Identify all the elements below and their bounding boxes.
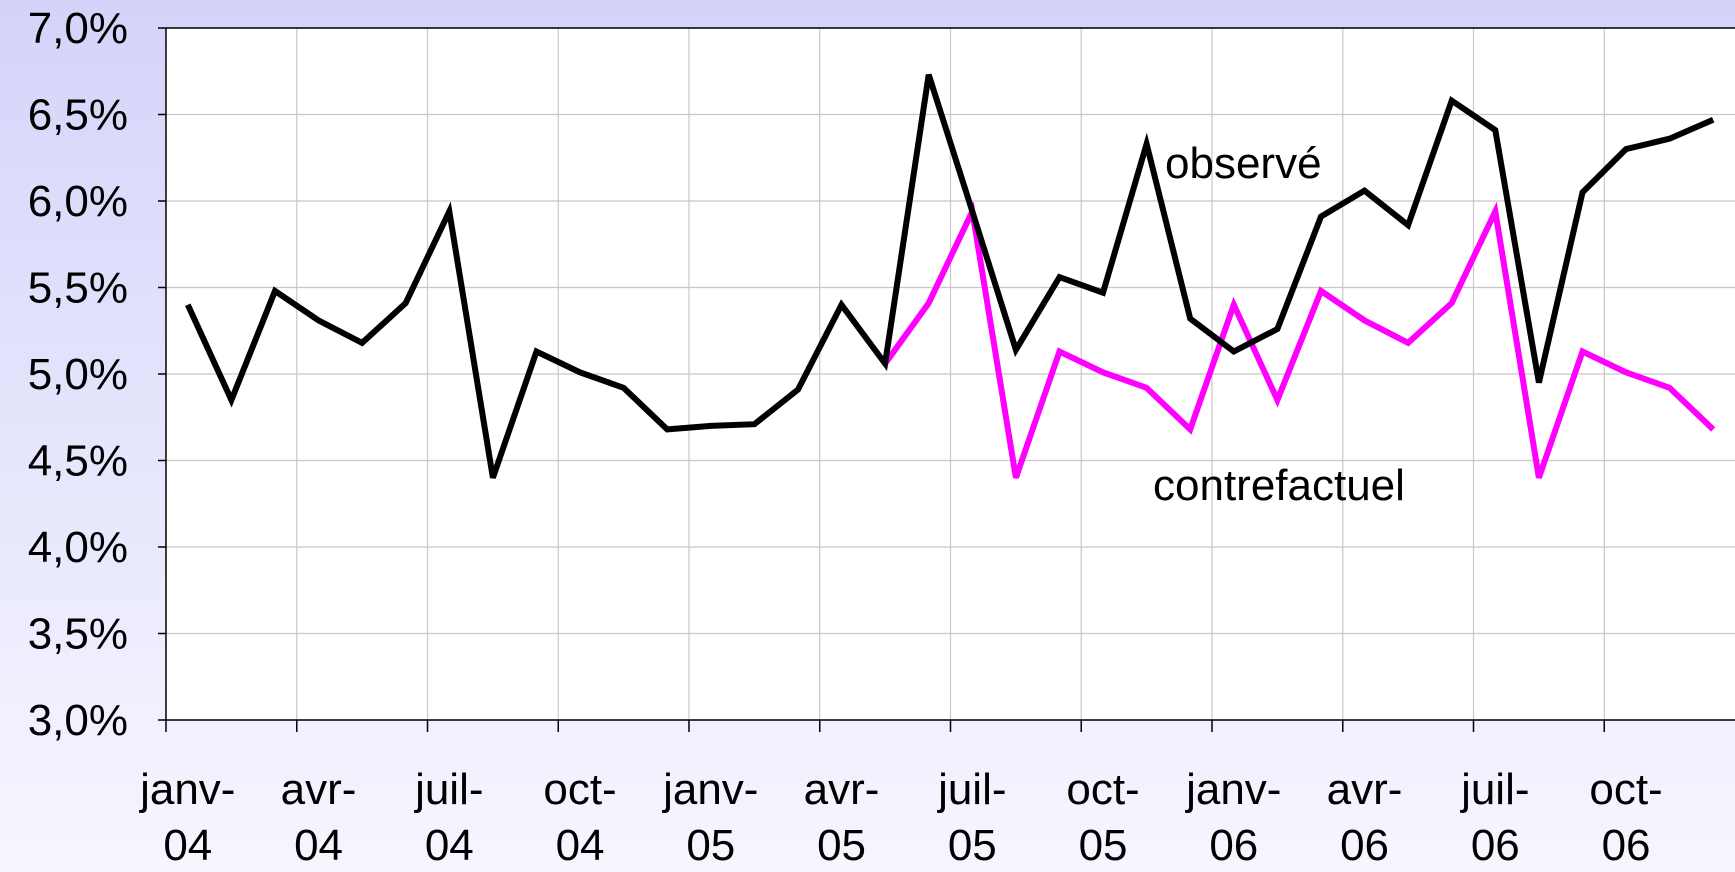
x-tick-label-line: 06 bbox=[1209, 821, 1258, 870]
x-tick-label: juil- 05 bbox=[936, 765, 1006, 870]
y-tick-label: 5,0% bbox=[28, 350, 128, 399]
series-line bbox=[882, 201, 1716, 479]
x-tick-label: janv- 05 bbox=[661, 765, 758, 870]
y-tick-label: 3,5% bbox=[28, 610, 128, 659]
x-tick-label-line: oct- bbox=[543, 765, 616, 814]
x-tick-label: avr- 06 bbox=[1327, 765, 1403, 870]
series-annotation: contrefactuel bbox=[1153, 461, 1405, 510]
x-tick-label-line: 05 bbox=[817, 821, 866, 870]
series-line bbox=[185, 73, 1715, 479]
x-tick-label-line: avr- bbox=[804, 765, 880, 814]
x-tick-label-line: juil- bbox=[1459, 765, 1529, 814]
x-tick-label-line: avr- bbox=[281, 765, 357, 814]
x-tick-label: avr- 05 bbox=[804, 765, 880, 870]
x-tick-label: janv- 06 bbox=[1184, 765, 1281, 870]
x-tick-label-line: janv- bbox=[138, 765, 235, 814]
x-tick-label: janv- 04 bbox=[138, 765, 235, 870]
x-tick-label-line: 06 bbox=[1602, 821, 1651, 870]
x-tick-label: juil- 06 bbox=[1459, 765, 1529, 870]
x-tick-label: oct- 04 bbox=[543, 765, 616, 870]
x-tick-label-line: janv- bbox=[661, 765, 758, 814]
x-tick-label-line: janv- bbox=[1184, 765, 1281, 814]
x-tick-label-line: 05 bbox=[948, 821, 997, 870]
x-tick-label-line: 05 bbox=[686, 821, 735, 870]
x-tick-label-line: 05 bbox=[1079, 821, 1128, 870]
x-tick-label-line: 04 bbox=[163, 821, 212, 870]
x-tick-label-line: oct- bbox=[1066, 765, 1139, 814]
x-tick-label-line: 06 bbox=[1471, 821, 1520, 870]
y-tick-label: 5,5% bbox=[28, 264, 128, 313]
x-tick-label: oct- 06 bbox=[1589, 765, 1662, 870]
y-tick-label: 6,5% bbox=[28, 91, 128, 140]
x-tick-label-line: 04 bbox=[425, 821, 474, 870]
x-tick-label-line: oct- bbox=[1589, 765, 1662, 814]
x-tick-label: avr- 04 bbox=[281, 765, 357, 870]
y-tick-label: 4,0% bbox=[28, 523, 128, 572]
x-tick-label-line: juil- bbox=[936, 765, 1006, 814]
x-tick-label-line: juil- bbox=[413, 765, 483, 814]
x-tick-label-line: 04 bbox=[294, 821, 343, 870]
x-tick-label: juil- 04 bbox=[413, 765, 483, 870]
x-tick-label: oct- 05 bbox=[1066, 765, 1139, 870]
x-tick-label-line: 06 bbox=[1340, 821, 1389, 870]
y-tick-label: 6,0% bbox=[28, 177, 128, 226]
y-tick-label: 4,5% bbox=[28, 437, 128, 486]
x-tick-label-line: avr- bbox=[1327, 765, 1403, 814]
x-tick-label-line: 04 bbox=[556, 821, 605, 870]
y-tick-label: 7,0% bbox=[28, 4, 128, 53]
series-annotation: observé bbox=[1165, 139, 1322, 188]
y-tick-label: 3,0% bbox=[28, 696, 128, 745]
